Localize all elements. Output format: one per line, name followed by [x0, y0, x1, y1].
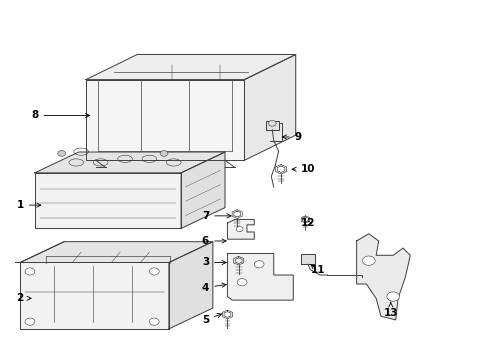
Polygon shape — [244, 54, 295, 160]
Circle shape — [237, 279, 246, 286]
Polygon shape — [35, 173, 181, 228]
Polygon shape — [86, 80, 244, 160]
Circle shape — [268, 121, 276, 126]
Circle shape — [386, 292, 399, 301]
Text: 5: 5 — [202, 314, 221, 325]
Text: 10: 10 — [291, 164, 314, 174]
Circle shape — [25, 318, 35, 325]
Text: 9: 9 — [282, 132, 301, 142]
Polygon shape — [35, 152, 224, 173]
Polygon shape — [168, 242, 212, 329]
Circle shape — [160, 150, 167, 156]
Circle shape — [149, 318, 159, 325]
Polygon shape — [227, 220, 254, 239]
Text: 13: 13 — [383, 302, 397, 318]
Circle shape — [149, 268, 159, 275]
Polygon shape — [356, 234, 409, 320]
Polygon shape — [227, 253, 293, 300]
Text: 1: 1 — [17, 200, 41, 210]
Circle shape — [236, 226, 243, 231]
Circle shape — [254, 261, 264, 268]
Polygon shape — [20, 262, 168, 329]
Circle shape — [362, 256, 374, 265]
Text: 3: 3 — [202, 257, 225, 267]
Polygon shape — [86, 54, 295, 80]
Text: 6: 6 — [202, 236, 225, 246]
Text: 12: 12 — [300, 218, 314, 228]
Text: 11: 11 — [310, 265, 324, 275]
Text: 2: 2 — [17, 293, 31, 303]
Polygon shape — [300, 253, 315, 264]
Text: 8: 8 — [31, 111, 89, 121]
Circle shape — [58, 150, 65, 156]
Circle shape — [25, 268, 35, 275]
Polygon shape — [181, 152, 224, 228]
Polygon shape — [20, 242, 212, 262]
Text: 4: 4 — [202, 283, 226, 293]
Text: 7: 7 — [202, 211, 230, 221]
Polygon shape — [266, 121, 278, 130]
